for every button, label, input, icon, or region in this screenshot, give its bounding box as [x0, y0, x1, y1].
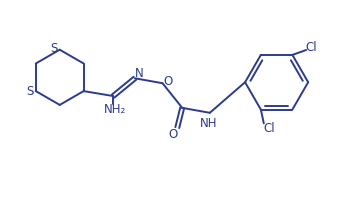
- Text: Cl: Cl: [263, 122, 275, 135]
- Text: Cl: Cl: [305, 41, 317, 54]
- Text: NH₂: NH₂: [104, 103, 126, 116]
- Text: S: S: [50, 42, 58, 55]
- Text: O: O: [164, 75, 173, 88]
- Text: O: O: [169, 128, 178, 141]
- Text: S: S: [26, 85, 33, 98]
- Text: N: N: [135, 67, 143, 80]
- Text: NH: NH: [200, 117, 217, 130]
